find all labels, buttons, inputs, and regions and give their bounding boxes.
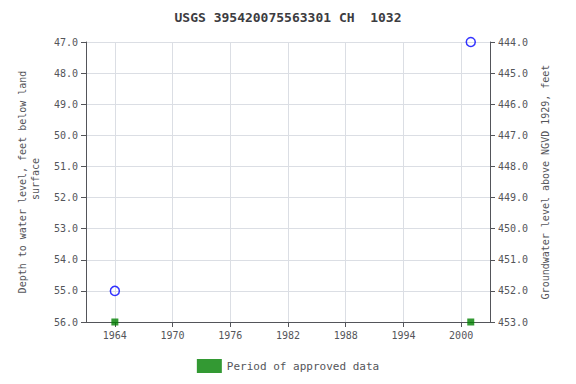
svg-text:1964: 1964	[103, 330, 127, 341]
svg-text:453.0: 453.0	[498, 317, 528, 328]
svg-text:USGS 395420075563301 CH 1032: USGS 395420075563301 CH 1032	[175, 10, 402, 25]
svg-text:1970: 1970	[161, 330, 185, 341]
svg-text:445.0: 445.0	[498, 68, 528, 79]
svg-text:54.0: 54.0	[54, 254, 78, 265]
svg-text:49.0: 49.0	[54, 99, 78, 110]
svg-text:447.0: 447.0	[498, 130, 528, 141]
svg-text:56.0: 56.0	[54, 317, 78, 328]
svg-text:Depth to water level, feet bel: Depth to water level, feet below land	[17, 71, 28, 294]
svg-text:50.0: 50.0	[54, 130, 78, 141]
svg-text:2000: 2000	[449, 330, 473, 341]
svg-text:452.0: 452.0	[498, 285, 528, 296]
svg-text:451.0: 451.0	[498, 254, 528, 265]
svg-text:surface: surface	[30, 158, 41, 206]
svg-text:47.0: 47.0	[54, 37, 78, 48]
svg-text:1988: 1988	[334, 330, 358, 341]
svg-text:51.0: 51.0	[54, 161, 78, 172]
svg-text:449.0: 449.0	[498, 192, 528, 203]
svg-text:446.0: 446.0	[498, 99, 528, 110]
svg-text:53.0: 53.0	[54, 223, 78, 234]
svg-text:52.0: 52.0	[54, 192, 78, 203]
svg-text:444.0: 444.0	[498, 37, 528, 48]
svg-text:Period of approved data: Period of approved data	[227, 360, 379, 373]
svg-text:Groundwater level above NGVD 1: Groundwater level above NGVD 1929, feet	[540, 65, 551, 300]
svg-text:1976: 1976	[218, 330, 242, 341]
svg-text:55.0: 55.0	[54, 285, 78, 296]
svg-text:1994: 1994	[391, 330, 415, 341]
svg-text:48.0: 48.0	[54, 68, 78, 79]
svg-text:450.0: 450.0	[498, 223, 528, 234]
svg-text:448.0: 448.0	[498, 161, 528, 172]
svg-text:1982: 1982	[276, 330, 300, 341]
